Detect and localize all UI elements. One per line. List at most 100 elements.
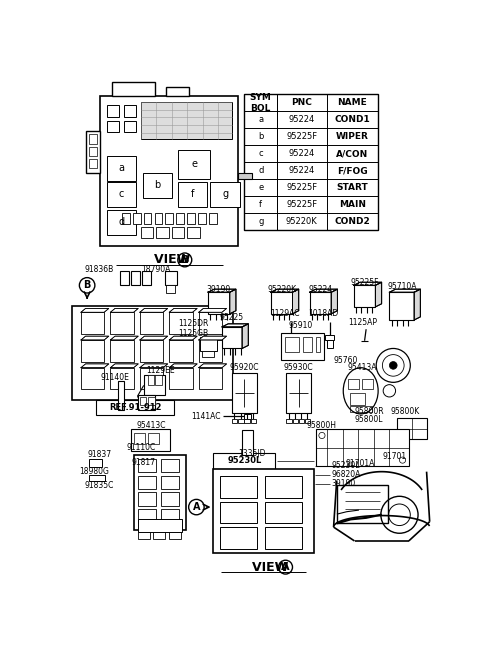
Bar (153, 530, 166, 540)
Text: 95910: 95910 (288, 321, 312, 330)
Text: 18790A: 18790A (142, 265, 171, 274)
Bar (316, 429, 409, 467)
Bar (176, 213, 184, 224)
Polygon shape (110, 336, 138, 340)
Text: 95220K: 95220K (267, 285, 296, 293)
Text: 95413A: 95413A (348, 363, 377, 372)
Text: f: f (191, 190, 194, 199)
Bar (169, 368, 192, 390)
Bar (238, 173, 252, 179)
Bar (286, 373, 311, 413)
Bar (107, 105, 119, 116)
Text: 95800L: 95800L (355, 415, 383, 424)
Bar (89, 147, 97, 156)
Text: 95224: 95224 (288, 166, 315, 175)
Bar (178, 150, 210, 179)
Bar (161, 476, 180, 490)
Polygon shape (310, 289, 337, 292)
Text: PNC: PNC (291, 98, 312, 107)
Bar (232, 419, 238, 423)
Text: 91817: 91817 (132, 458, 156, 467)
Bar (362, 379, 373, 388)
Bar (397, 418, 427, 440)
Bar (137, 519, 182, 532)
Bar (244, 94, 378, 230)
Bar (285, 337, 299, 352)
Text: g: g (222, 190, 228, 199)
Text: VIEW: VIEW (154, 253, 194, 266)
Text: COND1: COND1 (334, 115, 370, 124)
Bar (107, 182, 136, 207)
Bar (72, 306, 233, 400)
Bar (89, 459, 102, 467)
Text: 95920C: 95920C (230, 363, 259, 372)
Polygon shape (208, 289, 236, 292)
Bar (354, 286, 375, 307)
Bar (86, 130, 100, 173)
Text: 95230L: 95230L (331, 461, 360, 470)
Bar (166, 286, 176, 293)
Bar (122, 213, 130, 224)
Bar (107, 120, 119, 132)
Text: 95930C: 95930C (284, 363, 313, 372)
Bar (89, 134, 97, 143)
Bar (140, 313, 163, 334)
Bar (144, 213, 152, 224)
Bar (187, 213, 195, 224)
Polygon shape (81, 336, 109, 340)
Polygon shape (199, 309, 227, 313)
Bar (141, 102, 232, 139)
Bar (110, 368, 133, 390)
Polygon shape (414, 289, 420, 320)
Bar (389, 292, 414, 320)
Bar (316, 337, 321, 352)
Text: 91835C: 91835C (85, 481, 114, 490)
Text: WIPER: WIPER (336, 132, 369, 141)
Text: MAIN: MAIN (339, 200, 366, 209)
Polygon shape (292, 289, 299, 314)
Bar (156, 227, 168, 238)
Bar (96, 400, 174, 415)
Bar (118, 381, 124, 410)
Text: 91110C: 91110C (127, 443, 156, 451)
Bar (166, 87, 190, 96)
Bar (169, 340, 192, 361)
Bar (220, 501, 257, 523)
Text: 91701A: 91701A (345, 459, 374, 468)
Bar (81, 368, 104, 390)
Bar (165, 272, 177, 286)
Text: 1335JD: 1335JD (239, 449, 266, 458)
Bar (140, 368, 163, 390)
Bar (137, 476, 156, 490)
Bar (132, 272, 140, 286)
Bar (110, 313, 133, 334)
Bar (310, 292, 331, 314)
Text: 95224: 95224 (288, 115, 315, 124)
Bar (161, 459, 180, 472)
Text: NAME: NAME (337, 98, 367, 107)
Text: A/CON: A/CON (336, 149, 368, 158)
Polygon shape (242, 324, 248, 349)
Text: 95800R: 95800R (355, 407, 384, 416)
Bar (199, 340, 222, 361)
Text: e: e (191, 159, 197, 169)
Bar (199, 368, 222, 390)
Text: 95224: 95224 (288, 149, 315, 158)
Text: 95800K: 95800K (390, 407, 420, 416)
Bar (89, 159, 97, 168)
Bar (350, 393, 365, 405)
Bar (147, 376, 154, 385)
Text: 95230L: 95230L (228, 457, 262, 465)
Bar (81, 313, 104, 334)
Bar (107, 156, 136, 180)
Bar (286, 335, 296, 340)
Bar (133, 455, 186, 530)
Text: 1129AC: 1129AC (270, 309, 300, 318)
Bar (143, 173, 172, 197)
Text: COND2: COND2 (334, 217, 370, 226)
Bar (141, 227, 153, 238)
Bar (100, 96, 238, 246)
Bar (137, 395, 155, 410)
Polygon shape (331, 289, 337, 314)
Text: 1125GB: 1125GB (178, 328, 208, 338)
